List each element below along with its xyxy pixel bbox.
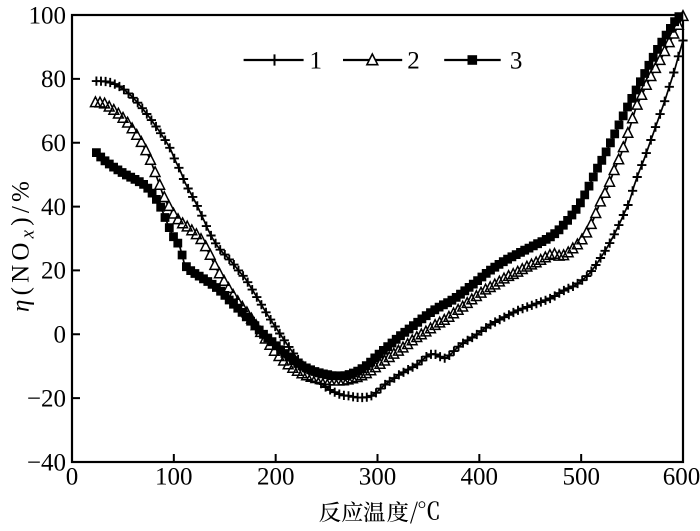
svg-text:300: 300 [359,464,397,491]
svg-text:80: 80 [41,66,66,93]
svg-text:200: 200 [257,464,295,491]
svg-text:100: 100 [155,464,193,491]
svg-text:500: 500 [562,464,600,491]
svg-text:60: 60 [41,130,66,157]
svg-text:2: 2 [407,47,420,74]
svg-text:40: 40 [41,194,66,221]
svg-text:0: 0 [66,464,79,491]
svg-text:−20: −20 [27,385,66,412]
svg-text:0: 0 [54,322,67,349]
svg-text:20: 20 [41,258,66,285]
svg-text:3: 3 [510,47,523,74]
svg-text:400: 400 [461,464,499,491]
svg-text:100: 100 [29,2,67,29]
svg-text:600: 600 [663,464,700,491]
svg-text:1: 1 [310,47,323,74]
svg-text:−40: −40 [27,449,66,476]
svg-text:η(NOx)/%: η(NOx)/% [8,177,39,312]
